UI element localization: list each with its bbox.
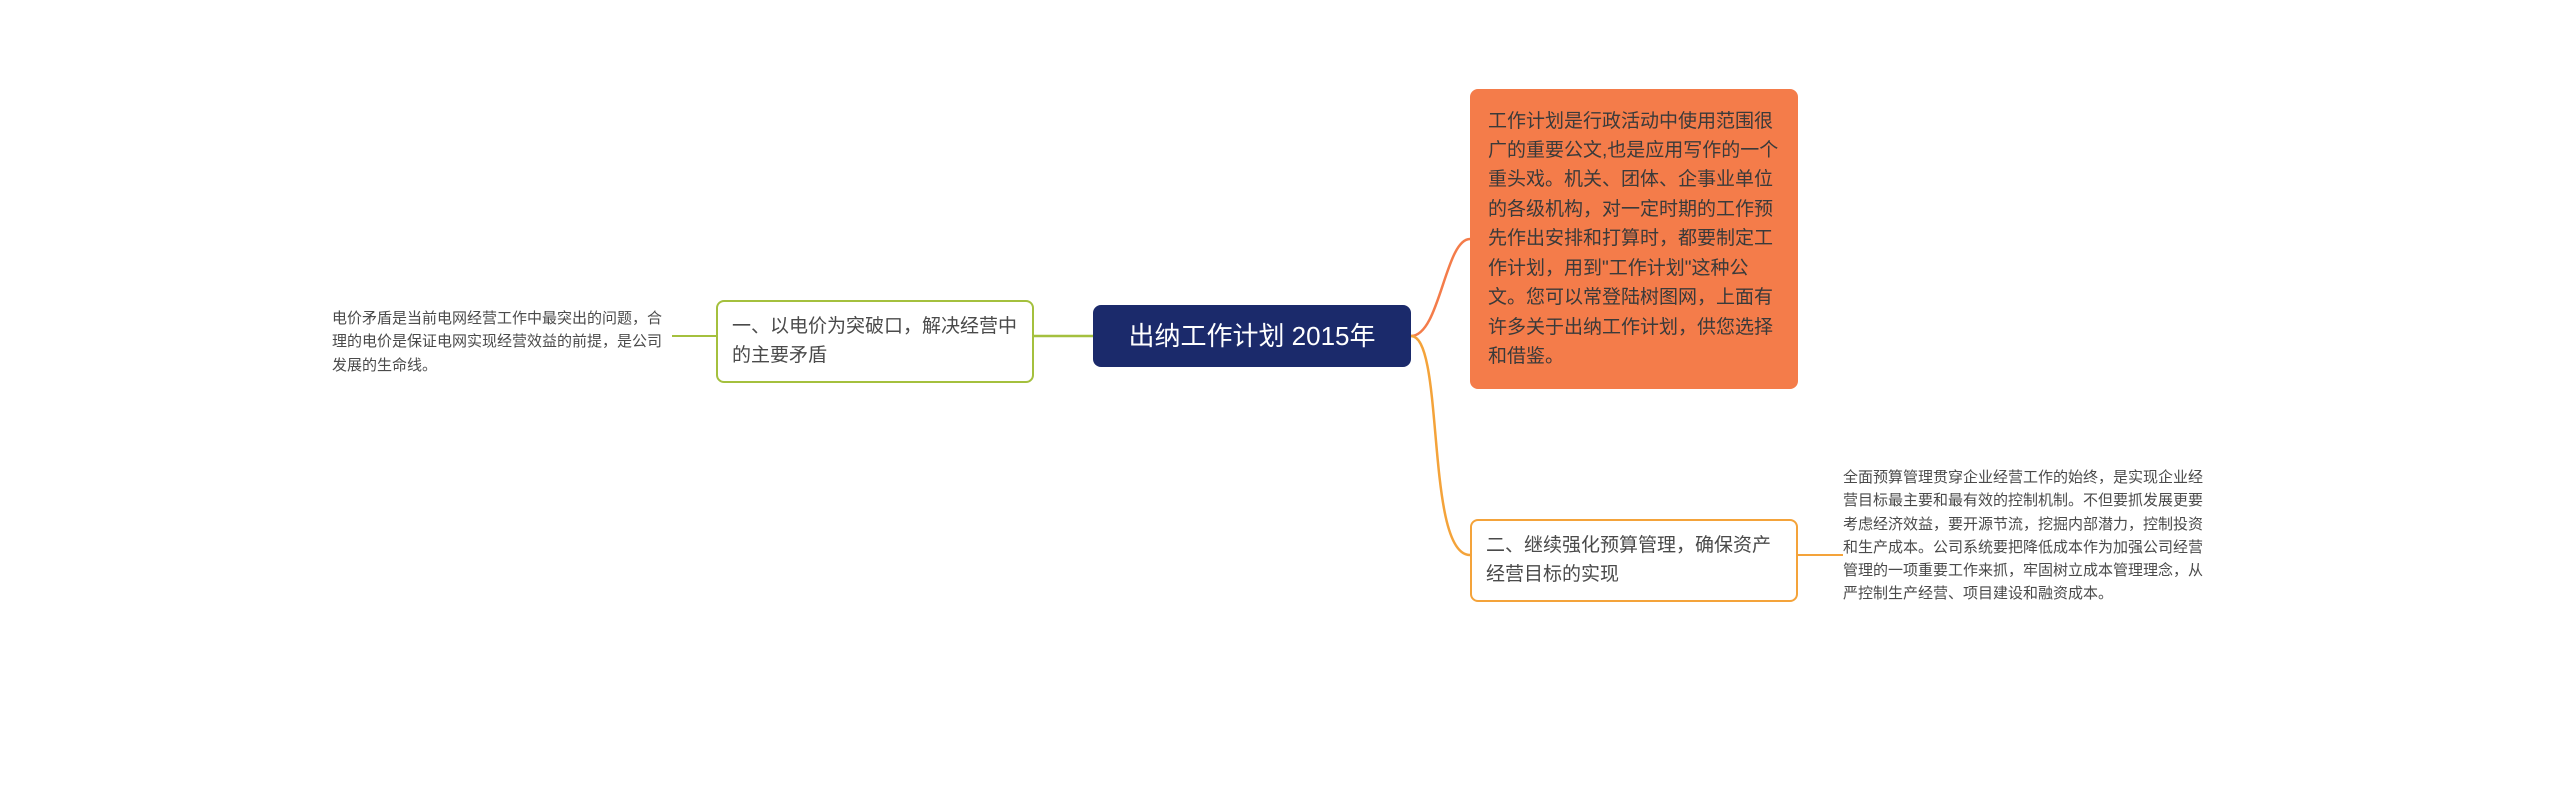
branch-right-top[interactable]: 工作计划是行政活动中使用范围很广的重要公文,也是应用写作的一个重头戏。机关、团体… (1470, 89, 1798, 389)
branch-left-1-label: 一、以电价为突破口，解决经营中的主要矛盾 (732, 312, 1018, 371)
connector-path (1411, 239, 1470, 336)
root-label: 出纳工作计划 2015年 (1128, 316, 1375, 356)
connectors-layer (0, 0, 2560, 808)
root-node[interactable]: 出纳工作计划 2015年 (1093, 305, 1411, 367)
leaf-right-bottom-text: 全面预算管理贯穿企业经营工作的始终，是实现企业经营目标最主要和最有效的控制机制。… (1843, 469, 2203, 602)
branch-left-1[interactable]: 一、以电价为突破口，解决经营中的主要矛盾 (716, 300, 1034, 383)
leaf-right-bottom: 全面预算管理贯穿企业经营工作的始终，是实现企业经营目标最主要和最有效的控制机制。… (1843, 466, 2213, 606)
branch-right-bottom-label: 二、继续强化预算管理，确保资产经营目标的实现 (1486, 531, 1782, 590)
branch-right-bottom[interactable]: 二、继续强化预算管理，确保资产经营目标的实现 (1470, 519, 1798, 602)
connector-path (1411, 336, 1470, 555)
leaf-left-1-text: 电价矛盾是当前电网经营工作中最突出的问题，合理的电价是保证电网实现经营效益的前提… (332, 310, 662, 374)
leaf-left-1: 电价矛盾是当前电网经营工作中最突出的问题，合理的电价是保证电网实现经营效益的前提… (332, 307, 672, 377)
branch-right-top-label: 工作计划是行政活动中使用范围很广的重要公文,也是应用写作的一个重头戏。机关、团体… (1488, 107, 1780, 372)
